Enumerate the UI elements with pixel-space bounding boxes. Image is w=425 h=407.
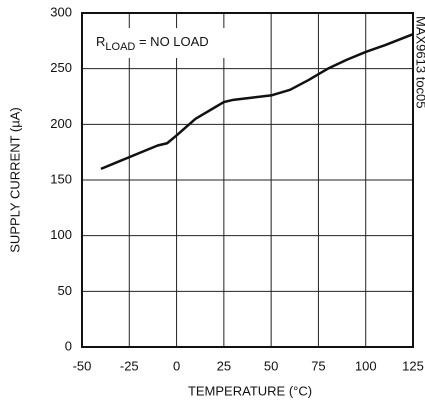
x-tick-label: 125: [402, 358, 424, 373]
y-axis-label: SUPPLY CURRENT (µA): [7, 107, 22, 252]
annotation-subscript: LOAD: [105, 41, 135, 53]
annotation-main: R: [96, 34, 105, 49]
side-label: MAX9613 toc05: [414, 16, 425, 109]
annotation-rest: = NO LOAD: [135, 34, 208, 49]
x-tick-label: 75: [311, 358, 325, 373]
x-tick-label: -50: [73, 358, 92, 373]
x-axis-label: TEMPERATURE (°C): [188, 383, 312, 398]
y-tick-label: 200: [50, 116, 72, 131]
data-line: [100, 32, 414, 171]
y-tick-label: 100: [50, 227, 72, 242]
x-tick-label: 0: [173, 358, 180, 373]
annotation: RLOAD = NO LOAD: [96, 34, 209, 52]
y-tick-label: 150: [50, 171, 72, 186]
x-tick-label: 50: [264, 358, 278, 373]
x-tick-label: 100: [355, 358, 377, 373]
y-tick-label: 50: [58, 283, 72, 298]
y-tick-label: 300: [50, 4, 72, 19]
annotation-background: [90, 28, 225, 58]
y-tick-label: 0: [65, 338, 72, 353]
x-tick-label: 25: [217, 358, 231, 373]
plot-frame: [81, 12, 414, 348]
x-tick-label: -25: [120, 358, 139, 373]
y-tick-label: 250: [50, 60, 72, 75]
